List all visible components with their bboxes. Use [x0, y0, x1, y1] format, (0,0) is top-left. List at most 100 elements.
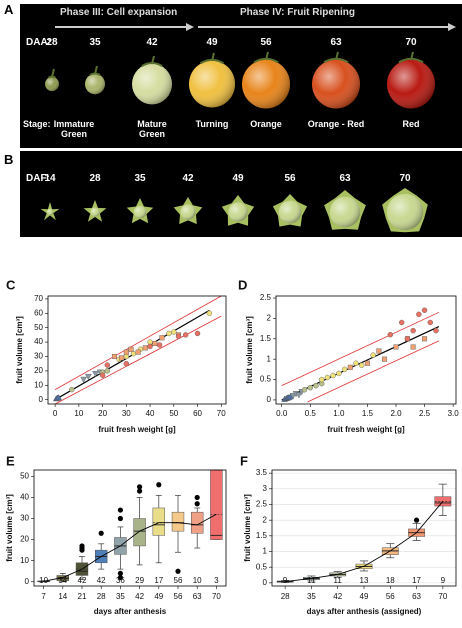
outlier [137, 484, 143, 490]
point [301, 387, 308, 393]
ovary-shine [278, 200, 302, 224]
point [364, 360, 370, 366]
outlier [156, 482, 162, 488]
outlier [117, 507, 123, 513]
y-tick-label: 2 [263, 515, 268, 524]
point [55, 394, 63, 401]
count-label: 29 [135, 576, 144, 585]
point [382, 356, 388, 362]
point [182, 332, 189, 338]
y-axis-label: fruit volume [cm³] [245, 316, 254, 384]
fit-line [281, 311, 440, 387]
count-label: 56 [174, 576, 183, 585]
x-tick-label: 63 [412, 592, 421, 601]
point [119, 355, 125, 361]
y-tick-label: 0 [39, 395, 44, 404]
y-tick-label: 0.5 [260, 375, 272, 384]
point [295, 392, 303, 399]
x-tick-label: 60 [193, 409, 202, 418]
y-tick-label: 2.5 [260, 293, 272, 302]
ovary-shine [180, 204, 196, 220]
daa-value: 63 [330, 37, 342, 48]
x-tick-label: 30 [122, 409, 131, 418]
panel-label: F [240, 453, 248, 468]
point [123, 349, 129, 355]
x-tick-label: 0 [53, 409, 58, 418]
point [410, 327, 416, 334]
daf-value: 28 [89, 173, 101, 184]
mean-line [43, 513, 217, 582]
phase-label: Phase IV: Fruit Ripening [240, 7, 356, 18]
tomato-shine [189, 60, 235, 108]
point [142, 345, 148, 351]
point [393, 344, 399, 350]
box [56, 575, 70, 581]
x-tick-label: 21 [78, 592, 87, 601]
fit-line [54, 315, 222, 405]
count-label: 11 [334, 576, 343, 585]
fit-line [54, 295, 222, 390]
y-tick-label: 10 [34, 380, 43, 389]
x-tick-label: 70 [217, 409, 226, 418]
y-tick-label: 40 [34, 337, 43, 346]
phase-label: Phase III: Cell expansion [60, 7, 178, 18]
outlier [413, 517, 420, 523]
daf-value: 49 [232, 173, 244, 184]
x-tick-label: 42 [135, 592, 144, 601]
ovary-shine [228, 202, 248, 222]
point [313, 382, 319, 389]
plot-frame [33, 469, 227, 587]
point [130, 350, 137, 357]
x-tick-label: 2.0 [390, 409, 402, 418]
plot-frame [271, 469, 457, 587]
count-label: 17 [412, 576, 421, 585]
tomato-shine [312, 59, 360, 109]
point [330, 372, 336, 379]
y-tick-label: 30 [34, 352, 43, 361]
y-tick-label: 1 [263, 547, 268, 556]
panel-label: B [4, 152, 14, 167]
point [421, 307, 428, 313]
tomato-stem [89, 65, 101, 76]
ovary-shine [90, 207, 100, 217]
point [341, 366, 348, 373]
point [69, 386, 75, 393]
panel-label: D [238, 277, 247, 292]
count-label: 3 [214, 576, 219, 585]
point [152, 341, 158, 347]
x-tick-label: 40 [146, 409, 155, 418]
point [85, 373, 92, 381]
box [210, 469, 223, 540]
daf-value: 14 [44, 173, 56, 184]
stage-label: Immature Green [53, 119, 95, 139]
count-label: 9 [441, 576, 446, 585]
y-tick-label: 2 [267, 314, 272, 323]
box [133, 518, 146, 547]
x-axis-label: fruit fresh weight [g] [327, 425, 405, 434]
point [104, 368, 111, 374]
box [152, 507, 166, 536]
tomato-stem [398, 51, 424, 64]
row-label: Stage: [23, 119, 51, 129]
point [307, 384, 313, 391]
x-tick-label: 2.5 [419, 409, 431, 418]
stage-label: Mature Green [137, 119, 167, 139]
point [99, 372, 106, 378]
point [123, 353, 130, 360]
count-label: 10 [193, 576, 202, 585]
point [135, 349, 141, 355]
x-tick-label: 49 [360, 592, 369, 601]
y-tick-label: 2.5 [256, 500, 268, 509]
ovary-shine [329, 196, 361, 228]
y-tick-label: 40 [20, 493, 29, 502]
point [80, 376, 87, 383]
plot-frame [275, 295, 457, 405]
point [171, 329, 177, 335]
point [128, 346, 134, 352]
fit-line [307, 340, 440, 403]
x-tick-label: 42 [333, 592, 342, 601]
tomato-stem [323, 51, 349, 64]
box [171, 511, 185, 532]
y-tick-label: 3.5 [256, 468, 268, 477]
x-axis-label: days after anthesis (assigned) [307, 607, 422, 616]
